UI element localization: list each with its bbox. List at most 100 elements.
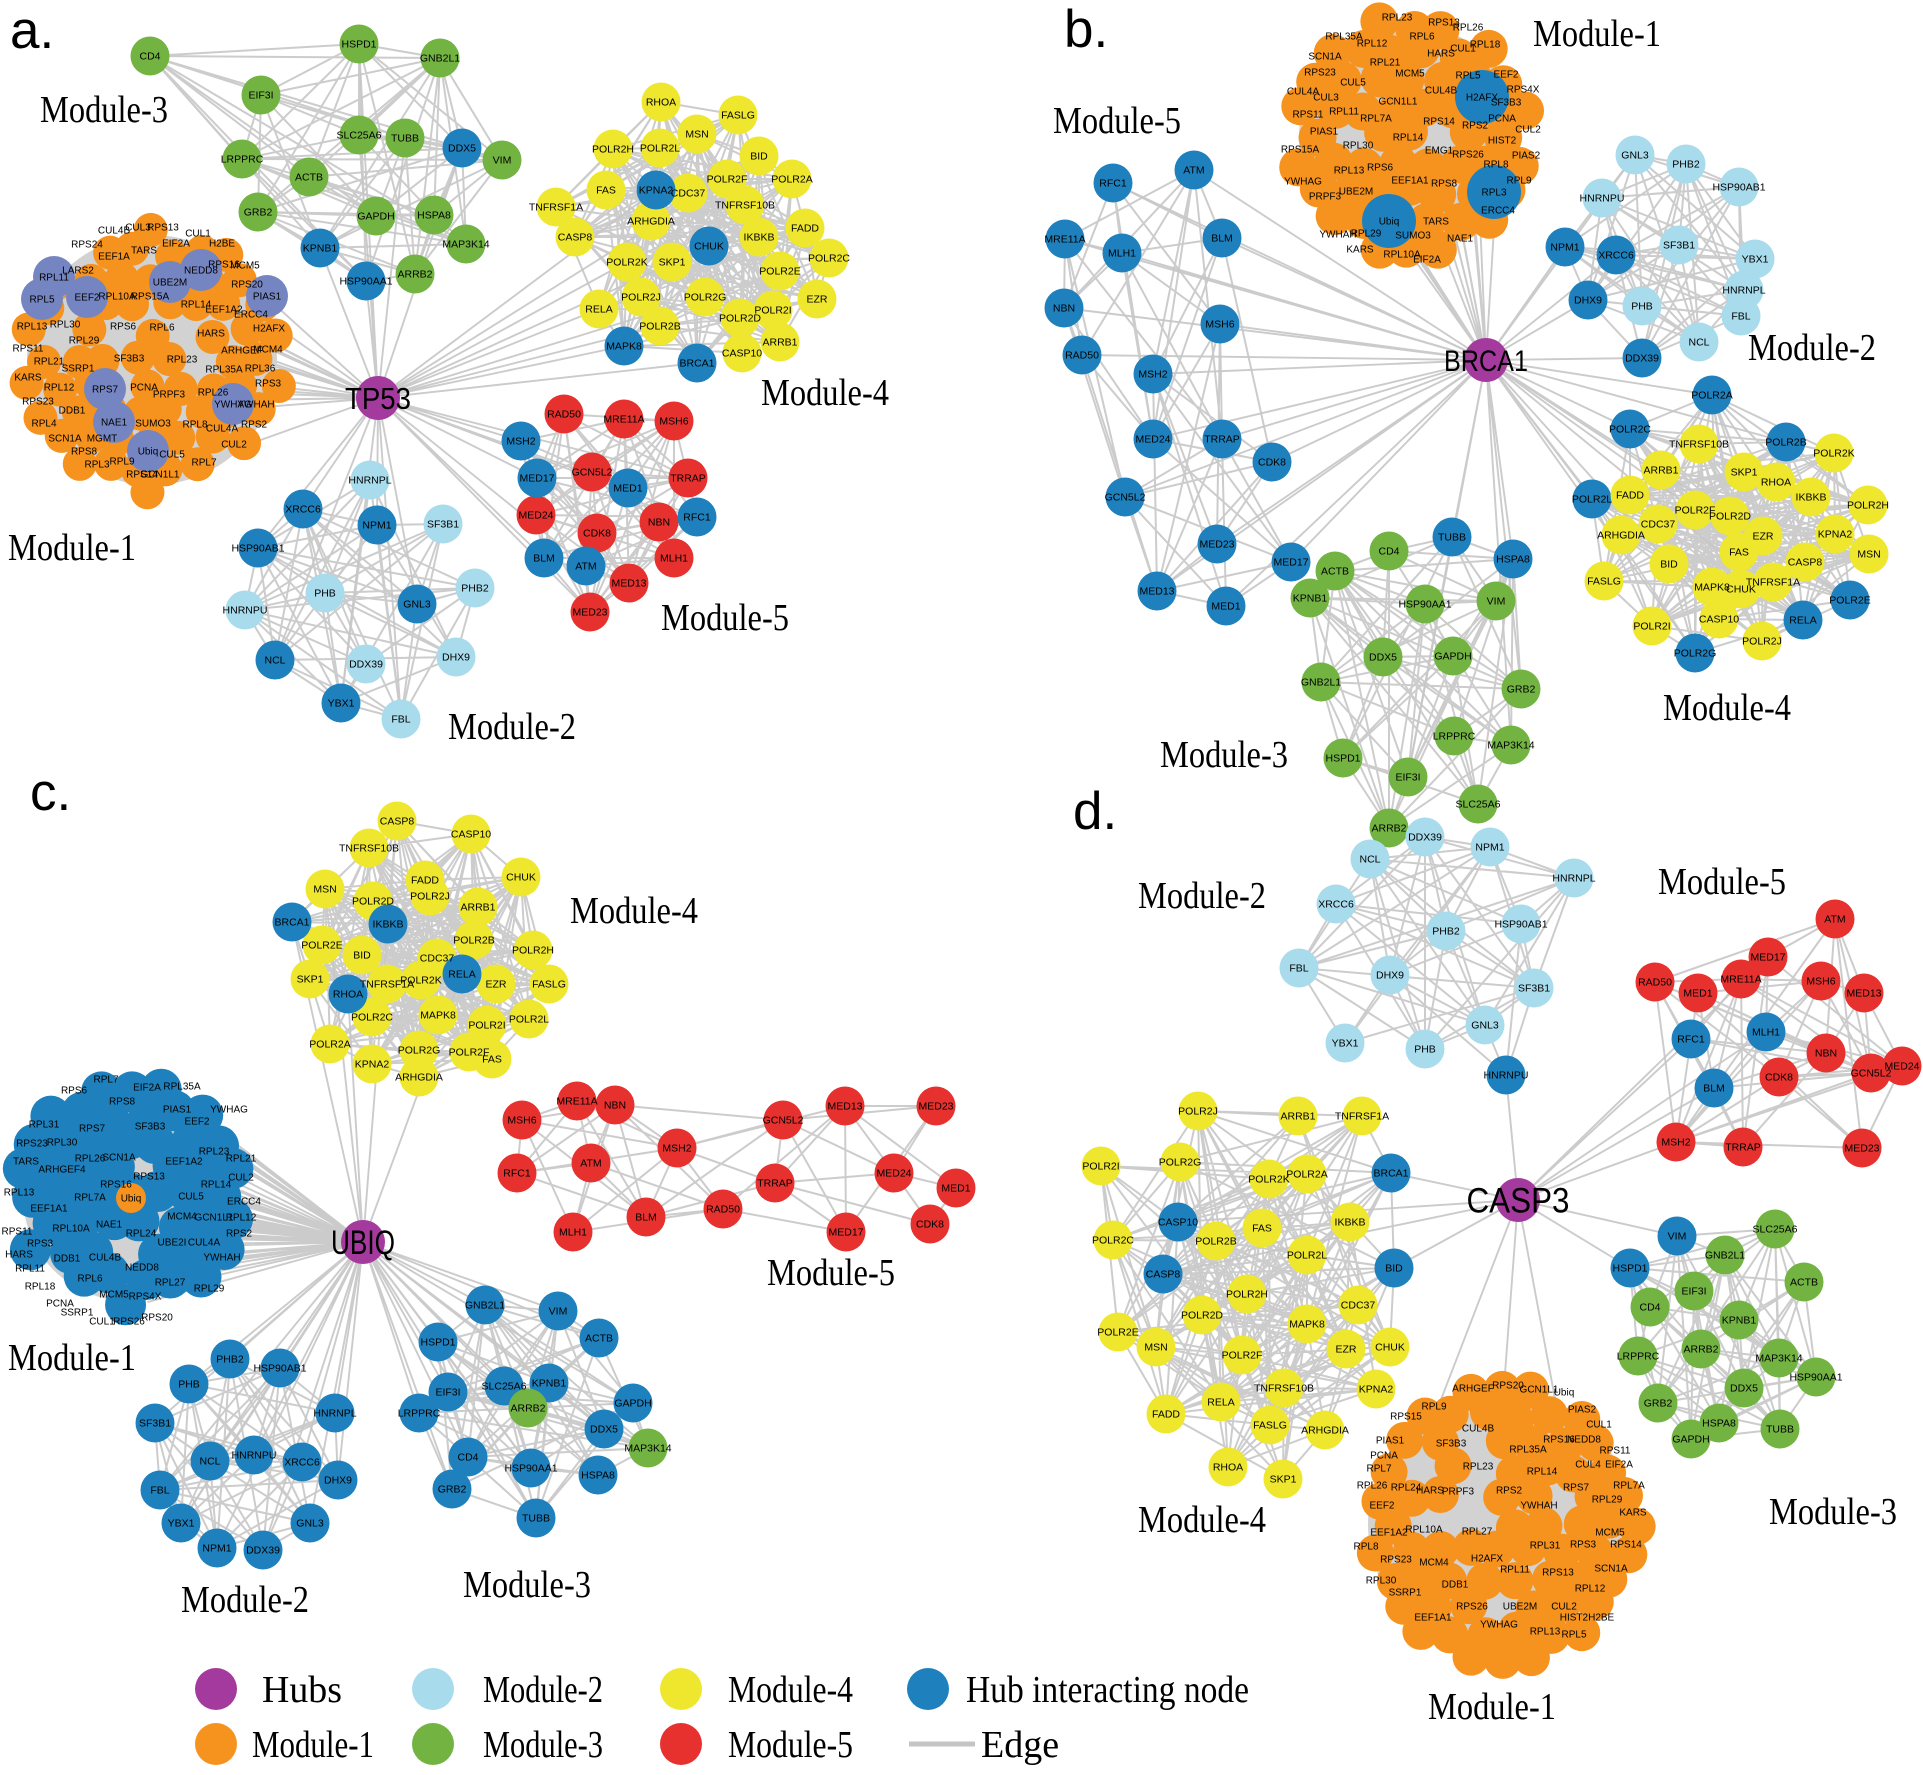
svg-text:RPL10A: RPL10A bbox=[1383, 250, 1421, 261]
svg-text:CDK8: CDK8 bbox=[916, 1219, 944, 1231]
svg-text:RPL13: RPL13 bbox=[1334, 166, 1365, 177]
svg-text:Module-5: Module-5 bbox=[767, 1252, 895, 1294]
svg-text:POLR2G: POLR2G bbox=[1159, 1157, 1202, 1169]
svg-text:CDC37: CDC37 bbox=[1641, 519, 1676, 531]
svg-text:CUL2: CUL2 bbox=[228, 1173, 254, 1184]
svg-text:RPS2: RPS2 bbox=[1496, 1486, 1523, 1497]
svg-text:SCN1A: SCN1A bbox=[102, 1153, 136, 1164]
svg-text:RPL12: RPL12 bbox=[1357, 39, 1388, 50]
svg-text:Module-5: Module-5 bbox=[661, 597, 789, 639]
svg-text:PCNA: PCNA bbox=[1370, 1451, 1398, 1462]
svg-text:MSH2: MSH2 bbox=[1661, 1137, 1690, 1149]
svg-text:RPS3: RPS3 bbox=[1570, 1540, 1597, 1551]
svg-text:NEDD8: NEDD8 bbox=[125, 1263, 159, 1274]
svg-text:TARS: TARS bbox=[13, 1157, 39, 1168]
svg-text:ARRB1: ARRB1 bbox=[1643, 465, 1678, 477]
svg-text:TRRAP: TRRAP bbox=[1725, 1142, 1761, 1154]
svg-text:EEF1A1: EEF1A1 bbox=[1391, 176, 1429, 187]
svg-text:MED17: MED17 bbox=[828, 1227, 863, 1239]
svg-text:Ubiq: Ubiq bbox=[1554, 1388, 1575, 1399]
svg-text:FASLG: FASLG bbox=[1587, 576, 1621, 588]
svg-text:HSPD1: HSPD1 bbox=[1325, 753, 1360, 765]
svg-text:POLR2A: POLR2A bbox=[309, 1039, 350, 1051]
svg-text:RPL7: RPL7 bbox=[1366, 1464, 1391, 1475]
svg-text:GNL3: GNL3 bbox=[403, 599, 431, 611]
svg-text:RPL5: RPL5 bbox=[1455, 71, 1480, 82]
svg-text:FAS: FAS bbox=[1729, 547, 1749, 559]
svg-text:RPS26: RPS26 bbox=[1452, 150, 1484, 161]
svg-text:RAD50: RAD50 bbox=[1638, 977, 1672, 989]
svg-text:MED13: MED13 bbox=[827, 1101, 862, 1113]
svg-text:RPS13: RPS13 bbox=[1542, 1568, 1574, 1579]
svg-text:TNFRSF10B: TNFRSF10B bbox=[715, 200, 775, 212]
svg-text:RPS6: RPS6 bbox=[1367, 163, 1394, 174]
svg-text:CHUK: CHUK bbox=[506, 872, 536, 884]
svg-text:CD4: CD4 bbox=[139, 51, 160, 63]
svg-text:FAS: FAS bbox=[482, 1054, 502, 1066]
svg-text:CUL1: CUL1 bbox=[1586, 1420, 1612, 1431]
svg-text:RPL30: RPL30 bbox=[1366, 1576, 1397, 1587]
svg-text:RPS23: RPS23 bbox=[22, 397, 54, 408]
svg-text:GRB2: GRB2 bbox=[244, 207, 273, 219]
svg-text:DHX9: DHX9 bbox=[1376, 970, 1404, 982]
svg-text:MED17: MED17 bbox=[519, 473, 554, 485]
svg-text:NAE1: NAE1 bbox=[1447, 234, 1474, 245]
svg-text:ARHGDIA: ARHGDIA bbox=[1597, 530, 1645, 542]
svg-text:SCN1A: SCN1A bbox=[1594, 1564, 1628, 1575]
svg-text:CUL4B: CUL4B bbox=[1462, 1424, 1495, 1435]
svg-text:YWHAG: YWHAG bbox=[1480, 1620, 1518, 1631]
svg-text:KPNB1: KPNB1 bbox=[532, 1378, 567, 1390]
svg-text:KPNA2: KPNA2 bbox=[355, 1059, 390, 1071]
svg-text:EZR: EZR bbox=[486, 979, 507, 991]
svg-text:CUL4B: CUL4B bbox=[1425, 86, 1458, 97]
svg-text:HSP90AB1: HSP90AB1 bbox=[253, 1363, 306, 1375]
svg-text:RPL9: RPL9 bbox=[1421, 1402, 1446, 1413]
svg-text:CUL3: CUL3 bbox=[125, 223, 151, 234]
svg-text:RPL27: RPL27 bbox=[1462, 1527, 1493, 1538]
svg-text:ARHGEF: ARHGEF bbox=[1452, 1384, 1494, 1395]
svg-text:Module-4: Module-4 bbox=[761, 372, 889, 414]
svg-text:RAD50: RAD50 bbox=[547, 409, 581, 421]
svg-text:GRB2: GRB2 bbox=[1507, 684, 1536, 696]
svg-text:NBN: NBN bbox=[648, 517, 670, 529]
svg-text:RPS8: RPS8 bbox=[71, 447, 98, 458]
svg-text:RHOA: RHOA bbox=[333, 989, 363, 1001]
svg-text:MLH1: MLH1 bbox=[1752, 1027, 1780, 1039]
svg-text:Module-2: Module-2 bbox=[1138, 875, 1266, 917]
svg-text:YBX1: YBX1 bbox=[1332, 1038, 1359, 1050]
svg-text:RPL21: RPL21 bbox=[1370, 58, 1401, 69]
svg-text:RPS11: RPS11 bbox=[1293, 110, 1324, 121]
svg-text:RPS11: RPS11 bbox=[1600, 1446, 1631, 1457]
svg-text:KPNB1: KPNB1 bbox=[1722, 1315, 1757, 1327]
svg-text:RPL26: RPL26 bbox=[198, 388, 229, 399]
svg-text:RPL7A: RPL7A bbox=[1613, 1481, 1645, 1492]
svg-text:PIAS2: PIAS2 bbox=[1512, 151, 1541, 162]
svg-text:EIF2A: EIF2A bbox=[133, 1083, 161, 1094]
svg-text:IKBKB: IKBKB bbox=[744, 232, 775, 244]
svg-text:RPL11: RPL11 bbox=[1329, 107, 1359, 118]
svg-text:PHB: PHB bbox=[314, 588, 336, 600]
svg-text:Ubiq: Ubiq bbox=[1379, 217, 1400, 228]
svg-text:NAE1: NAE1 bbox=[101, 418, 128, 429]
svg-text:NEDD8: NEDD8 bbox=[184, 266, 218, 277]
svg-text:RPS26: RPS26 bbox=[113, 1317, 145, 1328]
svg-text:POLR2J: POLR2J bbox=[1178, 1106, 1218, 1118]
svg-text:PIAS2: PIAS2 bbox=[1568, 1405, 1597, 1416]
svg-text:MAPK8: MAPK8 bbox=[1289, 1319, 1325, 1331]
svg-text:BID: BID bbox=[353, 950, 371, 962]
svg-text:SLC25A6: SLC25A6 bbox=[1456, 799, 1501, 811]
svg-text:MED13: MED13 bbox=[1846, 988, 1881, 1000]
svg-text:EMG1: EMG1 bbox=[1425, 146, 1454, 157]
svg-text:HNRNPU: HNRNPU bbox=[223, 605, 268, 617]
svg-text:PHB2: PHB2 bbox=[216, 1354, 244, 1366]
svg-text:PHB: PHB bbox=[1631, 301, 1653, 313]
svg-text:MED24: MED24 bbox=[1135, 434, 1170, 446]
svg-text:CASP10: CASP10 bbox=[722, 348, 762, 360]
svg-text:RHOA: RHOA bbox=[1213, 1462, 1243, 1474]
svg-text:ARHGDIA: ARHGDIA bbox=[627, 216, 675, 228]
svg-text:TUBB: TUBB bbox=[1766, 1424, 1794, 1436]
svg-text:POLR2H: POLR2H bbox=[592, 144, 634, 156]
svg-text:CASP10: CASP10 bbox=[1699, 614, 1739, 626]
svg-text:RHOA: RHOA bbox=[646, 97, 676, 109]
svg-text:Ubiq: Ubiq bbox=[138, 447, 159, 458]
